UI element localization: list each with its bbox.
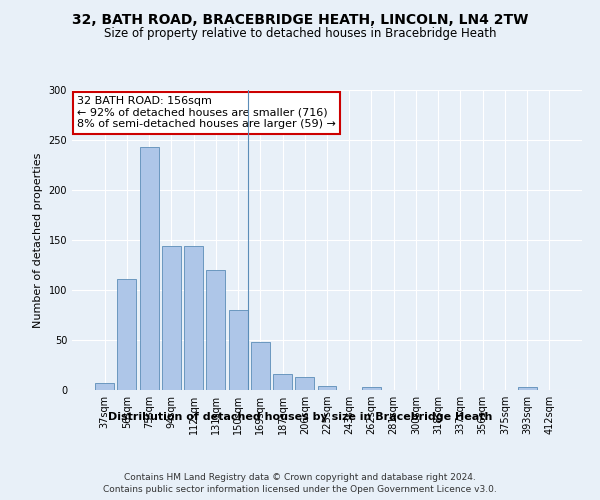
Bar [206, 270, 225, 390]
Text: Contains HM Land Registry data © Crown copyright and database right 2024.: Contains HM Land Registry data © Crown c… [124, 472, 476, 482]
Bar [518, 387, 536, 390]
Y-axis label: Number of detached properties: Number of detached properties [33, 152, 43, 328]
Bar [229, 310, 248, 390]
Bar [184, 246, 203, 390]
Bar [118, 279, 136, 390]
Text: Size of property relative to detached houses in Bracebridge Heath: Size of property relative to detached ho… [104, 28, 496, 40]
Bar [362, 387, 381, 390]
Bar [273, 374, 292, 390]
Bar [317, 386, 337, 390]
Text: Distribution of detached houses by size in Bracebridge Heath: Distribution of detached houses by size … [108, 412, 492, 422]
Text: Contains public sector information licensed under the Open Government Licence v3: Contains public sector information licen… [103, 485, 497, 494]
Text: 32, BATH ROAD, BRACEBRIDGE HEATH, LINCOLN, LN4 2TW: 32, BATH ROAD, BRACEBRIDGE HEATH, LINCOL… [72, 12, 528, 26]
Bar [251, 342, 270, 390]
Bar [95, 383, 114, 390]
Bar [295, 377, 314, 390]
Bar [162, 246, 181, 390]
Text: 32 BATH ROAD: 156sqm
← 92% of detached houses are smaller (716)
8% of semi-detac: 32 BATH ROAD: 156sqm ← 92% of detached h… [77, 96, 336, 129]
Bar [140, 147, 158, 390]
